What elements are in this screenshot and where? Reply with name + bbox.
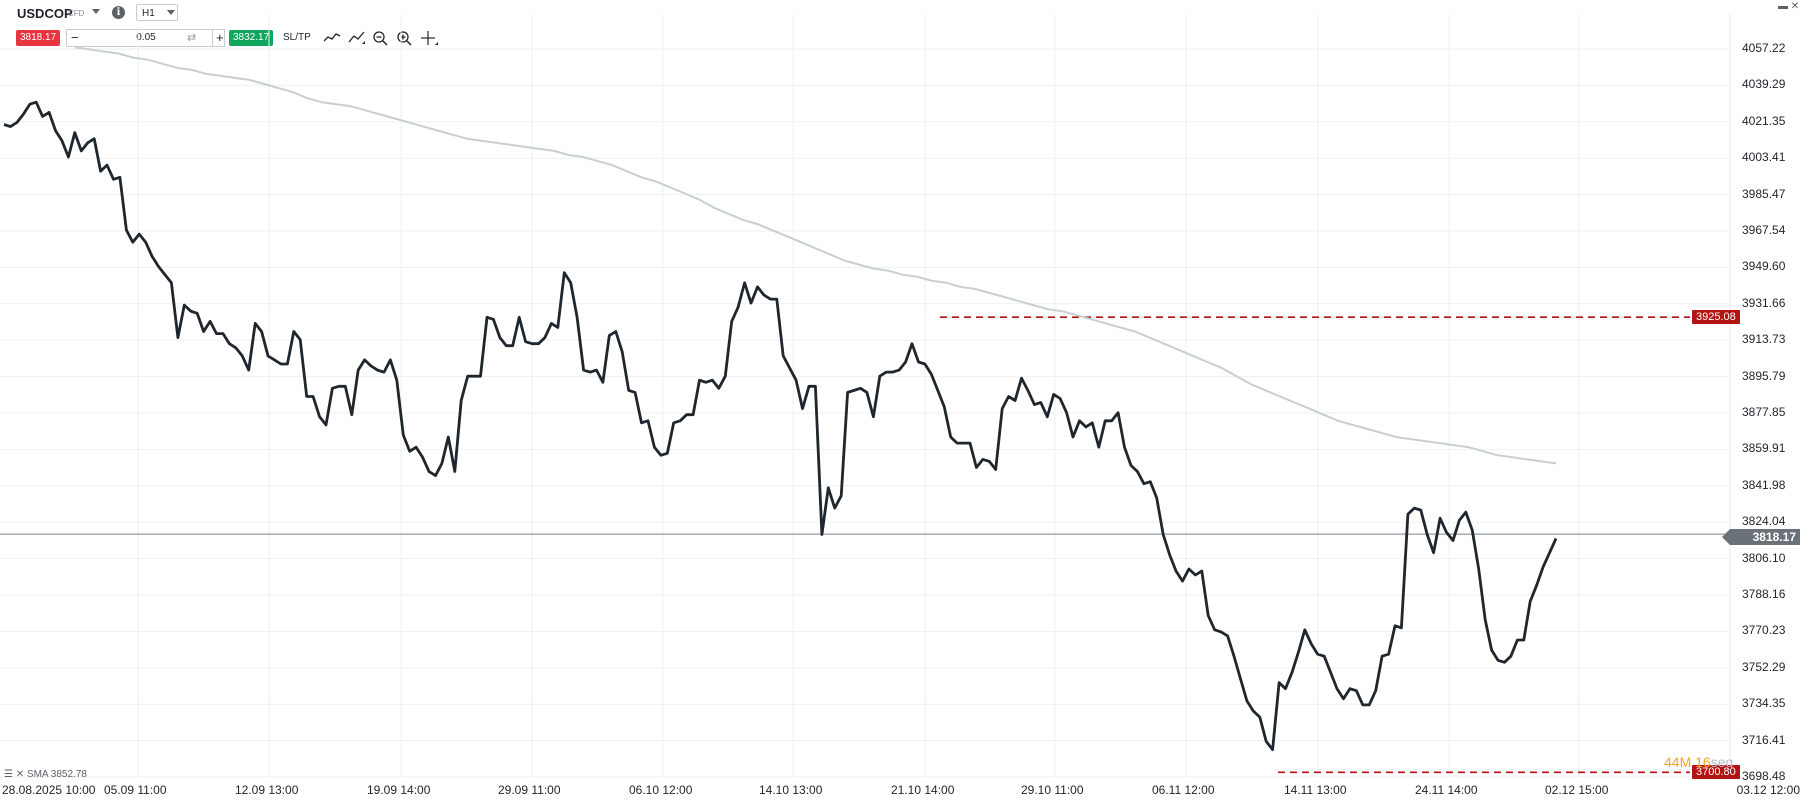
legend-menu-icon[interactable]: ☰ ✕ [4,769,25,780]
y-tick-label: 3734.35 [1742,696,1786,711]
chart-series [3,46,1558,751]
current-price-value: 3818.17 [1752,530,1796,544]
symbol-name[interactable]: USDCOP [17,6,73,21]
y-tick-label: 3985.47 [1742,186,1786,201]
countdown-minutes-unit: M [1679,754,1692,770]
increase-quantity-button[interactable]: + [212,30,224,46]
y-tick-label: 3806.10 [1742,550,1786,565]
candle-countdown: 44M 16seg [1664,754,1733,770]
sma-line [74,46,1557,465]
info-icon[interactable]: i [112,6,125,19]
chevron-down-icon [167,10,175,15]
quantity-input[interactable]: 0.05 [136,32,156,43]
swap-icon[interactable]: ⇄ [187,32,197,44]
price-line [3,100,1558,751]
indicators-icon[interactable] [348,30,366,46]
quantity-stepper[interactable]: − 0.05 ⇄ + [66,29,225,47]
y-tick-label: 3877.85 [1742,405,1786,419]
y-tick-label: 3752.29 [1742,659,1786,674]
y-tick-label: 3859.91 [1742,441,1786,456]
y-tick-label: 4003.41 [1742,150,1786,165]
x-tick-label: 05.09 11:00 [104,783,167,797]
decrease-quantity-button[interactable]: − [71,30,79,45]
symbol-dropdown-icon[interactable] [92,9,100,14]
x-tick-label: 03.12 12:00 [1736,783,1800,797]
zoom-out-icon[interactable] [372,30,390,46]
x-tick-label: 21.10 14:00 [891,783,955,797]
y-tick-label: 3949.60 [1742,259,1786,274]
y-tick-label: 3824.04 [1742,514,1786,529]
x-tick-label: 14.11 13:00 [1284,783,1347,797]
timeframe-value: H1 [142,8,155,19]
trade-toolbar: 3818.17 − 0.05 ⇄ + 3832.17 SL/TP [0,28,500,50]
sltp-button[interactable]: SL/TP [283,32,311,43]
buy-price-button[interactable]: 3832.17 [229,30,274,46]
line-chart-type-icon[interactable] [323,30,341,46]
y-tick-label: 4021.35 [1742,113,1786,128]
y-tick-label: 3895.79 [1742,368,1786,383]
y-tick-label: 3698.48 [1742,769,1786,783]
y-tick-label: 3841.98 [1742,477,1786,492]
x-tick-label: 14.10 13:00 [759,783,823,797]
countdown-minutes: 44 [1664,754,1680,770]
zoom-in-icon[interactable] [396,30,414,46]
chart-grid [0,14,1731,780]
y-tick-label: 4039.29 [1742,77,1786,92]
y-tick-label: 3716.41 [1742,732,1786,747]
instrument-type-badge: CFD [68,9,85,18]
x-tick-label: 06.11 12:00 [1152,783,1215,797]
y-tick-label: 3931.66 [1742,295,1786,310]
y-tick-label: 3967.54 [1742,222,1786,237]
price-levels [940,316,1690,774]
x-tick-label: 19.09 14:00 [367,783,431,797]
y-tick-label: 3788.16 [1742,587,1786,601]
sma-legend-label: SMA 3852.78 [26,769,87,780]
sma-legend[interactable]: ☰ ✕ SMA 3852.78 [4,769,87,780]
chart-toolbar: USDCOP CFD i H1 [0,0,1500,26]
window-controls[interactable]: ▬ ✕ [1778,1,1800,12]
timeframe-select[interactable]: H1 [136,4,178,21]
level-tag-lower[interactable]: 3700.80 [1692,765,1740,780]
x-tick-label: 24.11 14:00 [1415,783,1478,797]
level-tag-upper[interactable]: 3925.08 [1692,310,1740,325]
y-tick-label: 3770.23 [1742,623,1786,638]
current-price-tag: 3818.17 [1722,529,1800,545]
x-tick-label: 29.10 11:00 [1021,783,1084,797]
x-tick-label: 12.09 13:00 [235,783,299,797]
y-tick-label: 4057.22 [1742,41,1786,55]
x-tick-label: 29.09 11:00 [498,783,561,797]
countdown-seconds: 16 [1695,754,1711,770]
x-tick-label: 28.08.2025 10:00 [2,783,96,797]
countdown-seconds-unit: seg [1710,754,1734,770]
x-tick-label: 02.12 15:00 [1545,783,1609,797]
y-tick-label: 3913.73 [1742,332,1786,347]
sell-price-button[interactable]: 3818.17 [16,30,61,46]
crosshair-icon[interactable] [420,30,438,46]
x-tick-label: 06.10 12:00 [629,783,693,797]
